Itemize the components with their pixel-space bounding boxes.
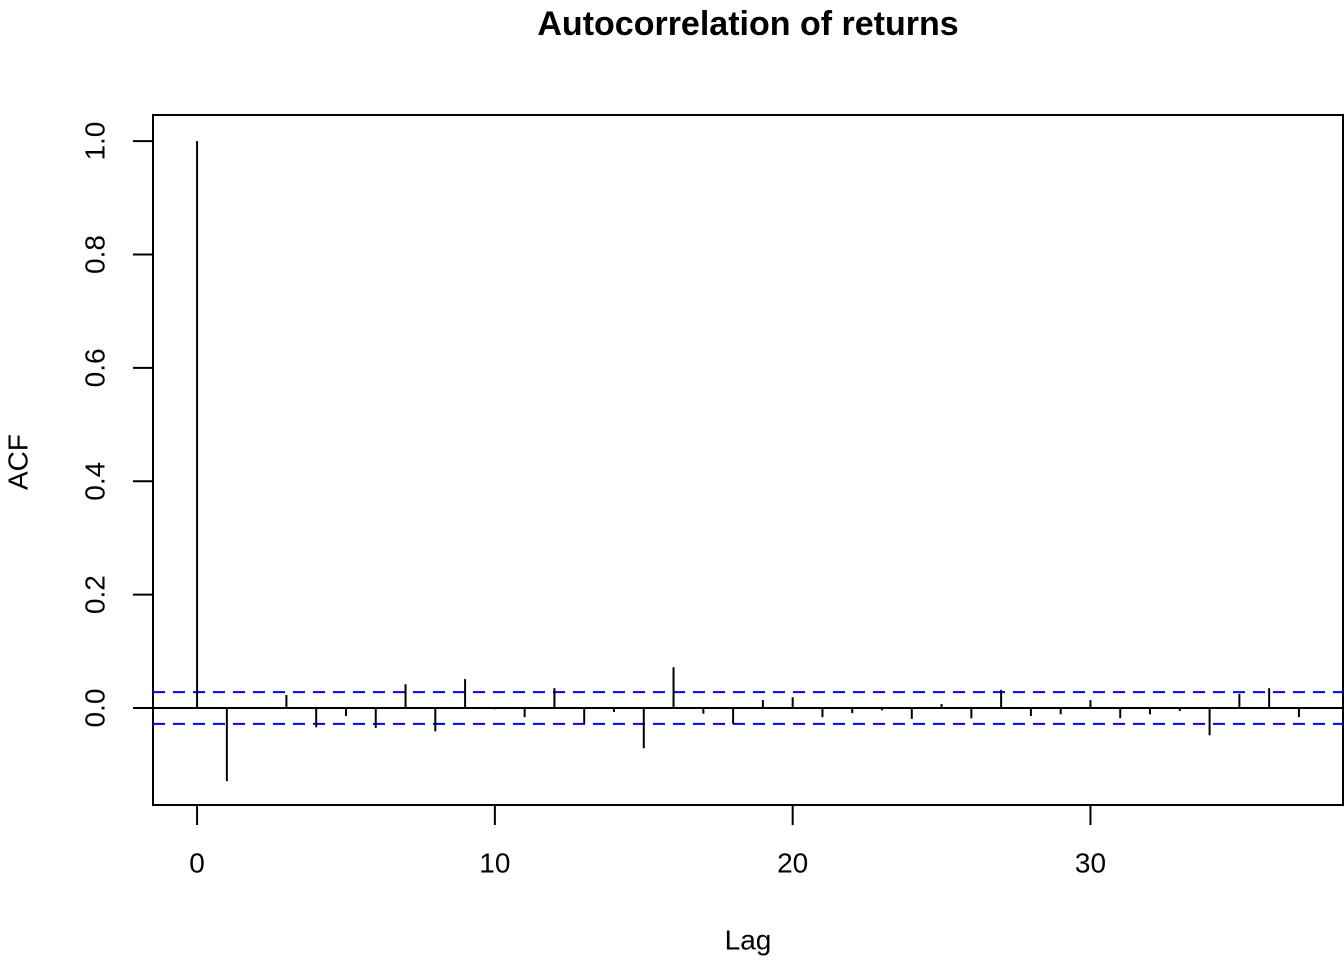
- y-axis-label: ACF: [2, 434, 33, 490]
- y-tick-label: 0.2: [79, 575, 110, 614]
- plot-frame: [152, 114, 1344, 806]
- y-tick-label: 0.6: [79, 348, 110, 387]
- x-tick-label: 10: [479, 847, 510, 878]
- y-tick-label: 0.4: [79, 462, 110, 501]
- chart-title: Autocorrelation of returns: [537, 5, 958, 43]
- y-tick-label: 0.8: [79, 235, 110, 274]
- x-axis-label: Lag: [725, 924, 772, 955]
- x-tick-label: 0: [189, 847, 205, 878]
- y-tick-label: 0.0: [79, 689, 110, 728]
- y-tick-label: 1.0: [79, 122, 110, 161]
- x-tick-label: 30: [1075, 847, 1106, 878]
- x-tick-label: 20: [777, 847, 808, 878]
